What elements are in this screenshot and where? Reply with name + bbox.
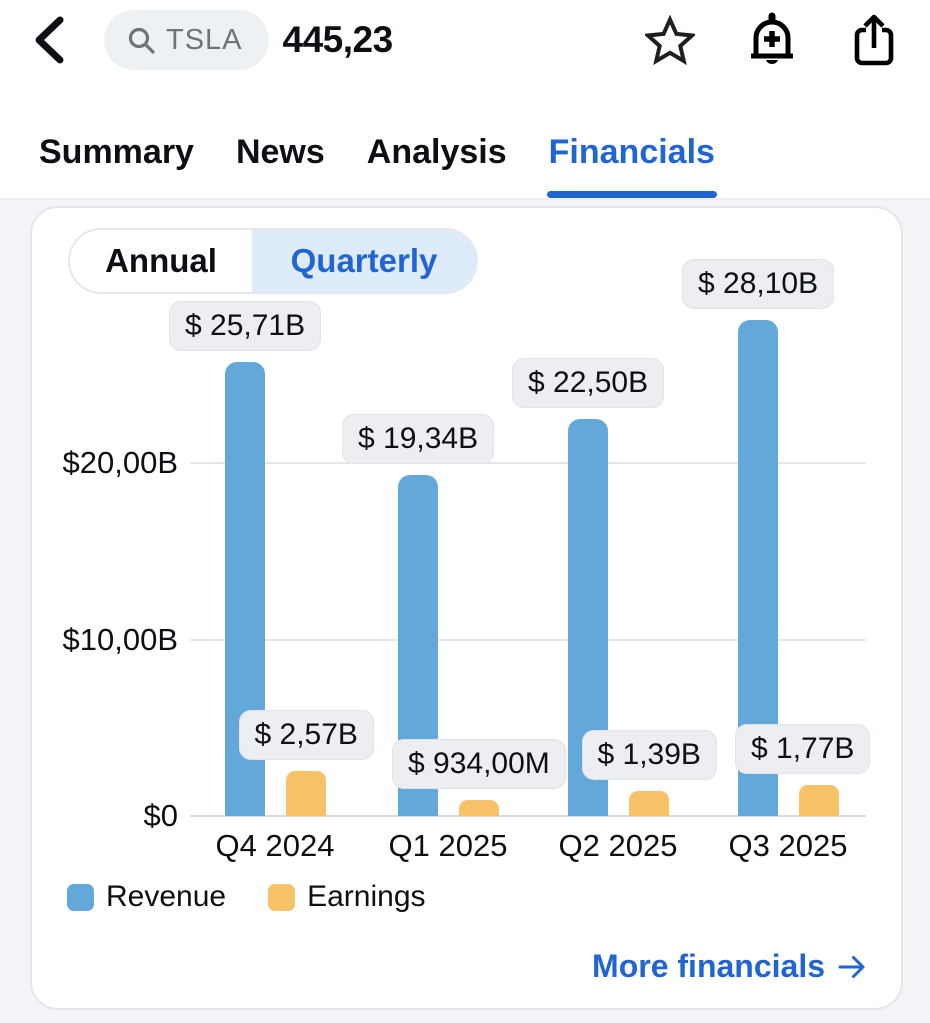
earnings-bar[interactable] — [459, 800, 499, 816]
ticker-search-pill[interactable]: TSLA — [104, 10, 269, 70]
y-tick-label: $10,00B — [62, 621, 179, 657]
y-tick-label: $0 — [143, 798, 178, 833]
chevron-left-icon — [35, 16, 64, 64]
y-tick-label: $20,00B — [62, 445, 179, 480]
value-badge: $ 19,34B — [342, 414, 495, 464]
stock-price: 445,23 — [282, 19, 394, 60]
legend-label: Earnings — [307, 880, 426, 913]
chart-legend: Revenue Earnings — [67, 880, 426, 914]
legend-swatch-earnings — [268, 883, 296, 911]
favorite-button[interactable] — [644, 12, 696, 68]
value-badge: $ 1,39B — [581, 730, 717, 780]
bar-chart: $0 $10,00B $20,00B $ 25,71B $ 19,34B $ 22,50B… — [32, 208, 901, 1008]
value-badge: $ 1,77B — [735, 724, 871, 774]
content-area: Annual Quarterly $0 $10,00B $20,00B $ 25,71… — [0, 200, 930, 1023]
arrow-right-icon — [838, 955, 865, 978]
share-button[interactable] — [848, 12, 900, 68]
x-tick-label: Q3 2025 — [728, 828, 848, 863]
star-icon — [645, 15, 695, 65]
x-tick-label: Q4 2024 — [215, 828, 335, 863]
value-badge: $ 22,50B — [512, 358, 665, 408]
gridline — [190, 638, 866, 641]
gridline — [190, 462, 866, 464]
financials-card: Annual Quarterly $0 $10,00B $20,00B $ 25,71… — [30, 206, 903, 1010]
price-alert-button[interactable] — [746, 12, 798, 68]
back-button[interactable] — [30, 14, 68, 66]
tab-summary[interactable]: Summary — [37, 133, 196, 198]
legend-item-earnings: Earnings — [268, 880, 426, 914]
more-financials-label: More financials — [592, 948, 825, 984]
x-tick-label: Q2 2025 — [558, 828, 678, 863]
earnings-bar[interactable] — [286, 771, 326, 816]
tab-financials[interactable]: Financials — [546, 133, 718, 198]
earnings-bar[interactable] — [799, 785, 839, 816]
earnings-bar[interactable] — [629, 791, 669, 816]
legend-label: Revenue — [106, 880, 227, 913]
toggle-annual[interactable]: Annual — [70, 230, 252, 292]
value-badge: $ 934,00M — [392, 739, 566, 789]
value-badge: $ 25,71B — [169, 301, 322, 351]
more-financials-link[interactable]: More financials — [592, 948, 867, 985]
period-toggle: Annual Quarterly — [68, 228, 478, 294]
value-badge: $ 2,57B — [238, 710, 374, 760]
x-axis-line — [190, 815, 866, 817]
toggle-quarterly[interactable]: Quarterly — [252, 230, 476, 292]
x-tick-label: Q1 2025 — [388, 828, 508, 863]
tab-bar: Summary News Analysis Financials — [0, 90, 930, 200]
value-badge: $ 28,10B — [682, 259, 835, 309]
share-icon — [854, 14, 894, 66]
tab-analysis[interactable]: Analysis — [365, 133, 509, 198]
ticker-symbol: TSLA — [166, 23, 243, 56]
app-header: TSLA 445,23 — [0, 0, 930, 90]
tab-news[interactable]: News — [234, 133, 327, 198]
legend-item-revenue: Revenue — [67, 880, 226, 914]
legend-swatch-revenue — [67, 883, 94, 911]
bell-plus-icon — [751, 12, 793, 64]
search-icon — [128, 27, 155, 54]
